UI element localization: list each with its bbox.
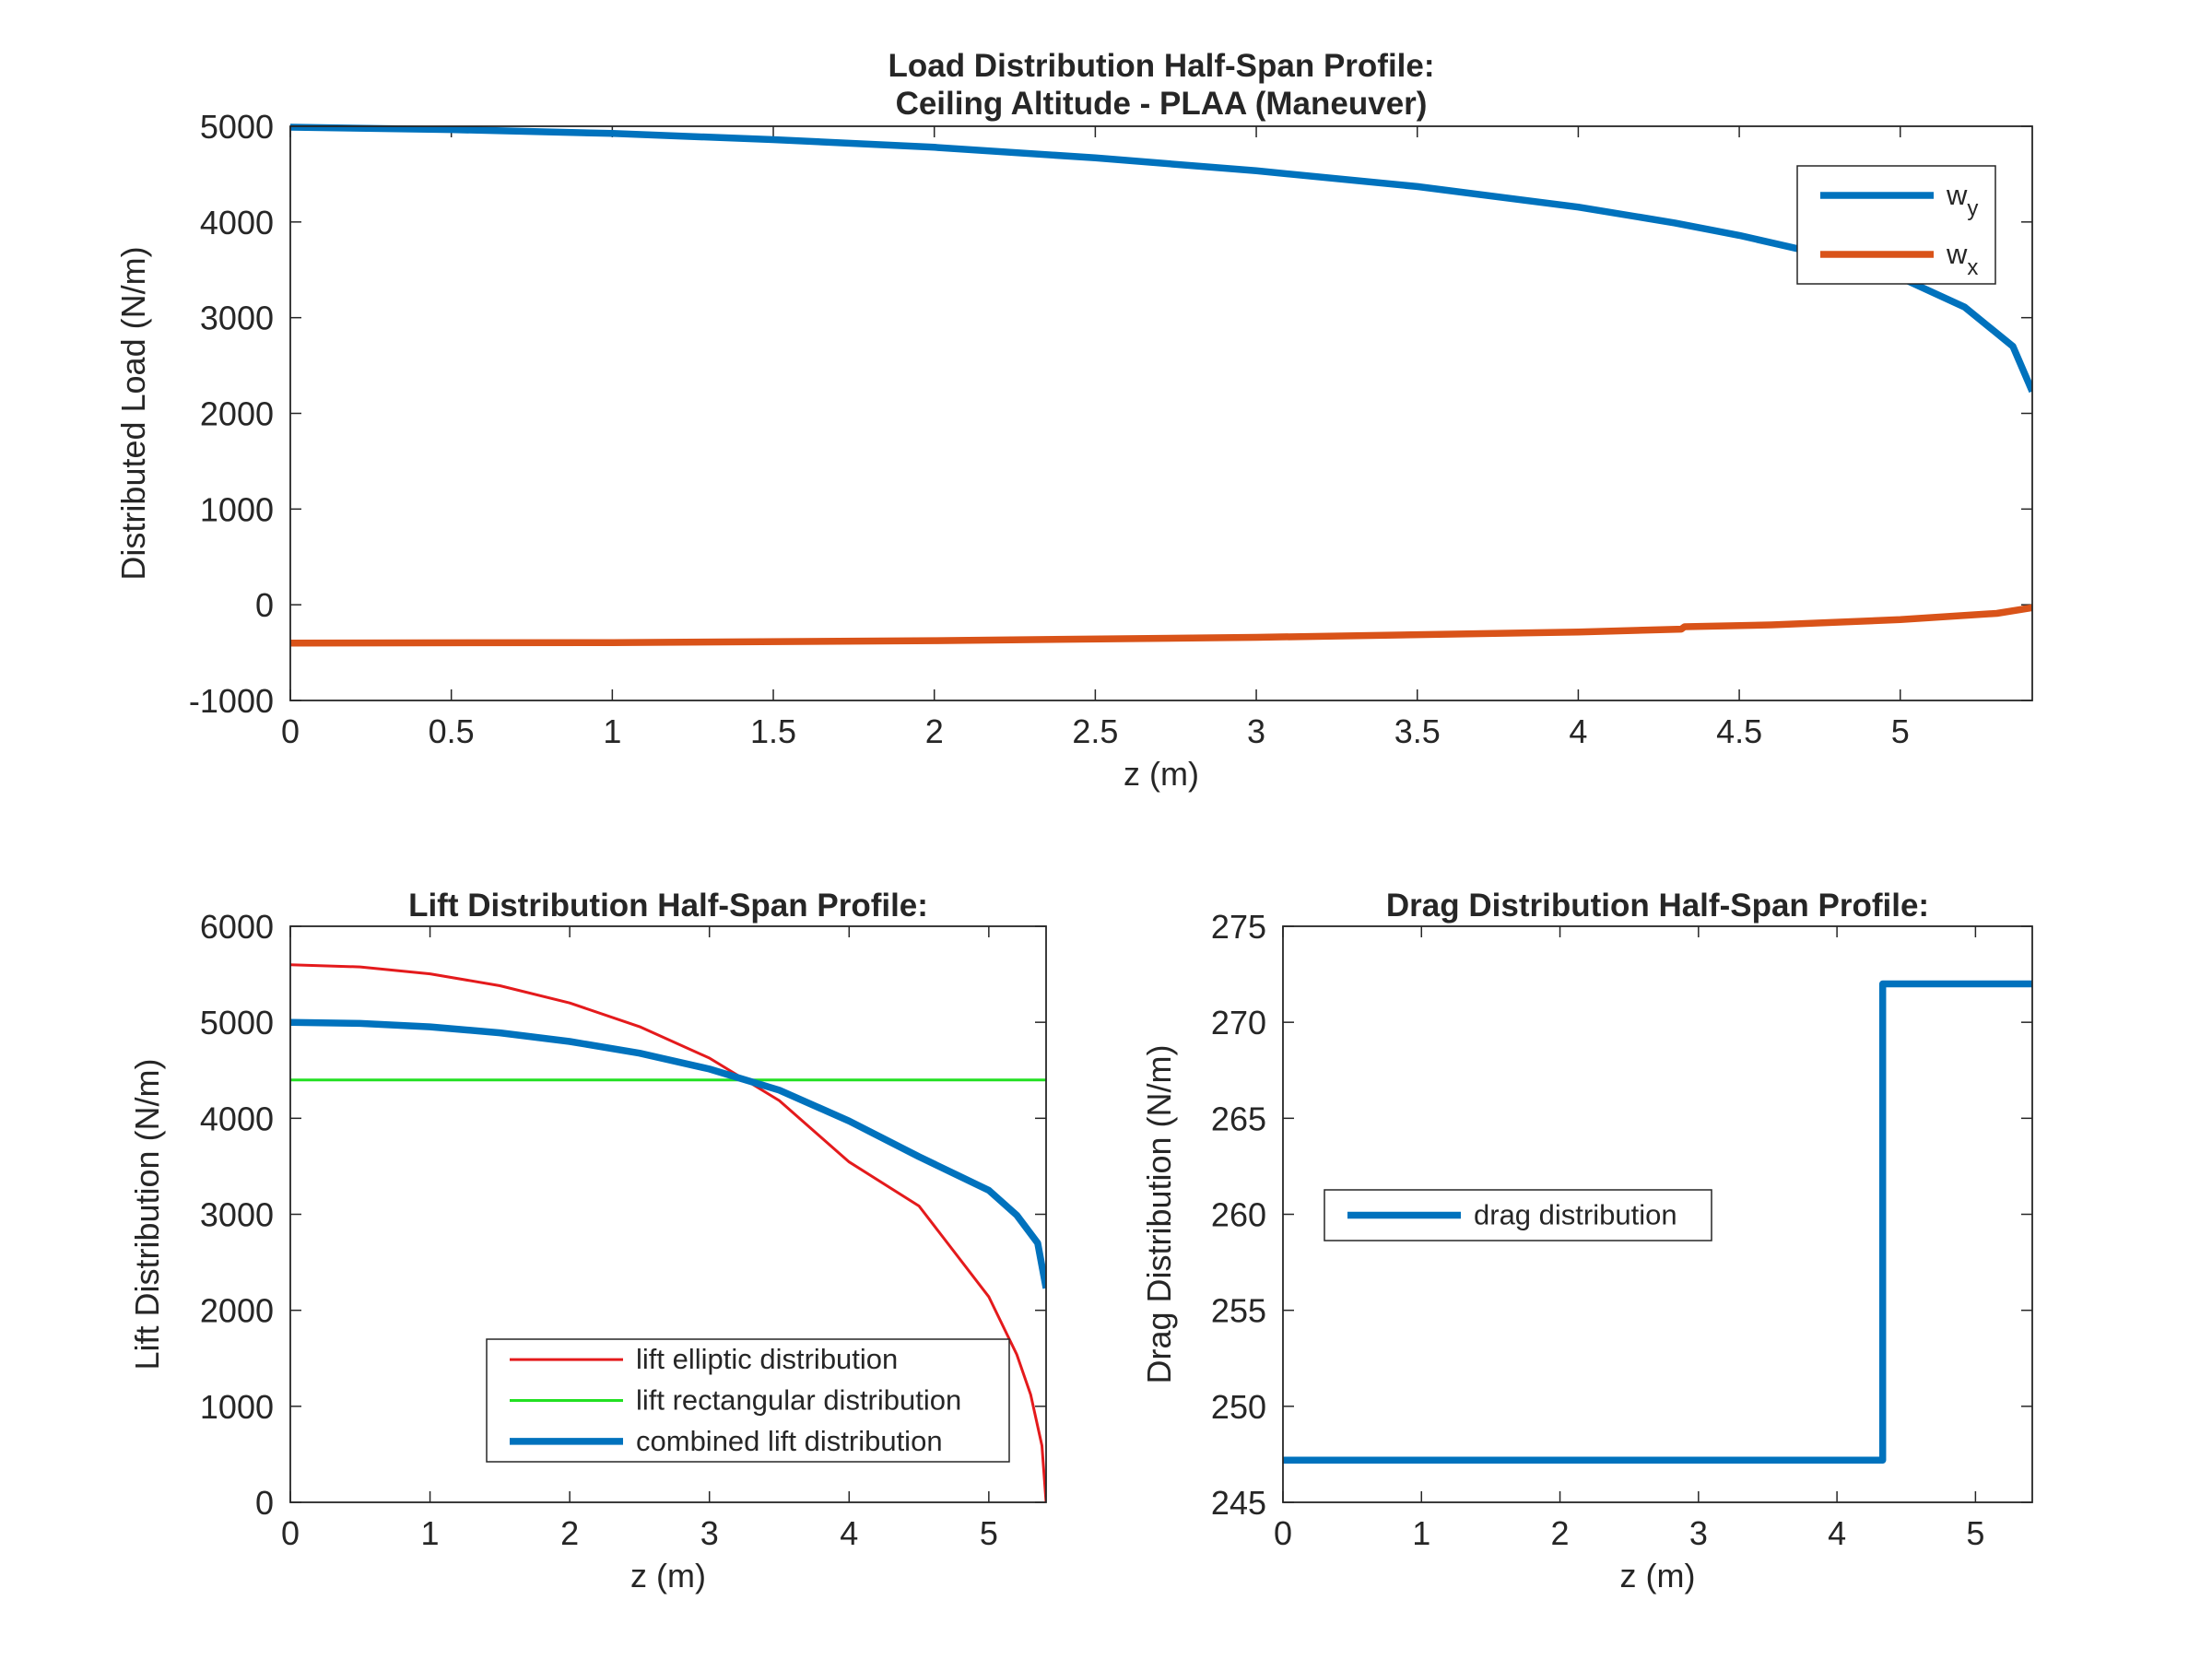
series-line-lift-2	[290, 1018, 1046, 1289]
x-axis-label: z (m)	[630, 1557, 706, 1594]
y-tick-label: 255	[1211, 1292, 1266, 1330]
legend-label: drag distribution	[1474, 1199, 1677, 1231]
chart-title: Ceiling Altitude - PLAA (Maneuver)	[896, 86, 1428, 122]
chart-lift: 0 1 2 3 4 5 0 1000 2000 3000 4000 5000 6000 Lift Dist…	[128, 888, 1047, 1594]
series-line-load-1	[290, 604, 2032, 647]
legend-label: lift rectangular distribution	[636, 1384, 961, 1417]
chart-title: Load Distribution Half-Span Profile:	[888, 48, 1434, 84]
x-tick-label: 3	[700, 1514, 719, 1552]
x-tick-label: 2	[925, 712, 944, 750]
x-tick-label: 5	[1891, 712, 1910, 750]
y-tick-label: 4000	[200, 204, 274, 241]
legend-label: lift elliptic distribution	[636, 1343, 898, 1375]
y-tick-label: 245	[1211, 1484, 1266, 1522]
x-tick-label: 4	[840, 1514, 858, 1552]
y-tick-label: 2000	[200, 1292, 274, 1330]
series-group	[290, 124, 2032, 647]
y-axis-label: Lift Distribution (N/m)	[128, 1058, 166, 1370]
x-tick-label: 4	[1569, 712, 1587, 750]
x-tick-label: 1.5	[750, 712, 796, 750]
y-tick-label: 6000	[200, 908, 274, 946]
y-tick-label: 250	[1211, 1388, 1266, 1426]
chart-title: Drag Distribution Half-Span Profile:	[1386, 888, 1929, 924]
legend-label: combined lift distribution	[636, 1425, 943, 1457]
y-tick-label: 0	[255, 586, 274, 624]
y-tick-label: 3000	[200, 300, 274, 337]
x-tick-label: 0	[1274, 1514, 1292, 1552]
x-axis-label: z (m)	[1124, 755, 1199, 793]
y-axis-label: Distributed Load (N/m)	[114, 246, 152, 580]
x-tick-label: 4.5	[1716, 712, 1762, 750]
legend-label: wx	[1946, 238, 1978, 280]
x-tick-label: 5	[1966, 1514, 1984, 1552]
y-tick-label: 275	[1211, 908, 1266, 946]
x-tick-label: 2	[560, 1514, 579, 1552]
x-tick-label: 5	[980, 1514, 998, 1552]
x-tick-label: 0.5	[429, 712, 475, 750]
x-tick-label: 1	[421, 1514, 440, 1552]
y-tick-label: 260	[1211, 1196, 1266, 1234]
series-group	[1283, 980, 2032, 1464]
y-tick-label: 2000	[200, 395, 274, 433]
x-tick-label: 0	[281, 712, 300, 750]
y-tick-label: 1000	[200, 1388, 274, 1426]
chart-drag: 0 1 2 3 4 5 245 250 255 260 265 270 275 Drag Distribu…	[1140, 888, 2033, 1594]
x-tick-label: 4	[1828, 1514, 1846, 1552]
x-tick-label: 2	[1551, 1514, 1570, 1552]
x-tick-label: 0	[281, 1514, 300, 1552]
x-tick-label: 1	[603, 712, 621, 750]
chart-title: Lift Distribution Half-Span Profile:	[408, 888, 928, 924]
x-tick-label: 3	[1689, 1514, 1708, 1552]
y-tick-label: 265	[1211, 1100, 1266, 1137]
y-tick-label: 5000	[200, 108, 274, 146]
y-tick-label: 5000	[200, 1004, 274, 1041]
x-tick-label: 1	[1412, 1514, 1430, 1552]
series-line-load-0	[290, 124, 2032, 394]
x-tick-label: 3.5	[1394, 712, 1441, 750]
series-group	[290, 963, 1046, 1503]
x-axis-label: z (m)	[1620, 1557, 1696, 1594]
x-tick-label: 3	[1247, 712, 1265, 750]
x-tick-label: 2.5	[1072, 712, 1118, 750]
legend: lift elliptic distribution lift rectangul…	[486, 1338, 1010, 1463]
chart-load: 0 0.5 1 1.5 2 2.5 3 3.5 4 4.5 5-100001000200030004…	[114, 48, 2033, 793]
axes-frame	[1282, 925, 2033, 1503]
axes-frame	[289, 925, 1047, 1503]
y-tick-label: 4000	[200, 1100, 274, 1137]
legend-box	[1796, 165, 1996, 285]
y-tick-label: 0	[255, 1484, 274, 1522]
legend: drag distribution	[1324, 1189, 1712, 1241]
y-axis-label: Drag Distribution (N/m)	[1140, 1044, 1178, 1383]
plot-area	[290, 126, 2032, 700]
y-tick-label: -1000	[189, 682, 274, 720]
legend-label: wy	[1946, 179, 1978, 221]
series-line-drag-0	[1283, 980, 2032, 1464]
y-tick-label: 1000	[200, 490, 274, 528]
legend: wy wx	[1796, 165, 1996, 285]
y-tick-label: 3000	[200, 1196, 274, 1234]
series-line-lift-0	[290, 963, 1046, 1503]
axes-frame	[289, 125, 2033, 701]
y-tick-label: 270	[1211, 1004, 1266, 1041]
